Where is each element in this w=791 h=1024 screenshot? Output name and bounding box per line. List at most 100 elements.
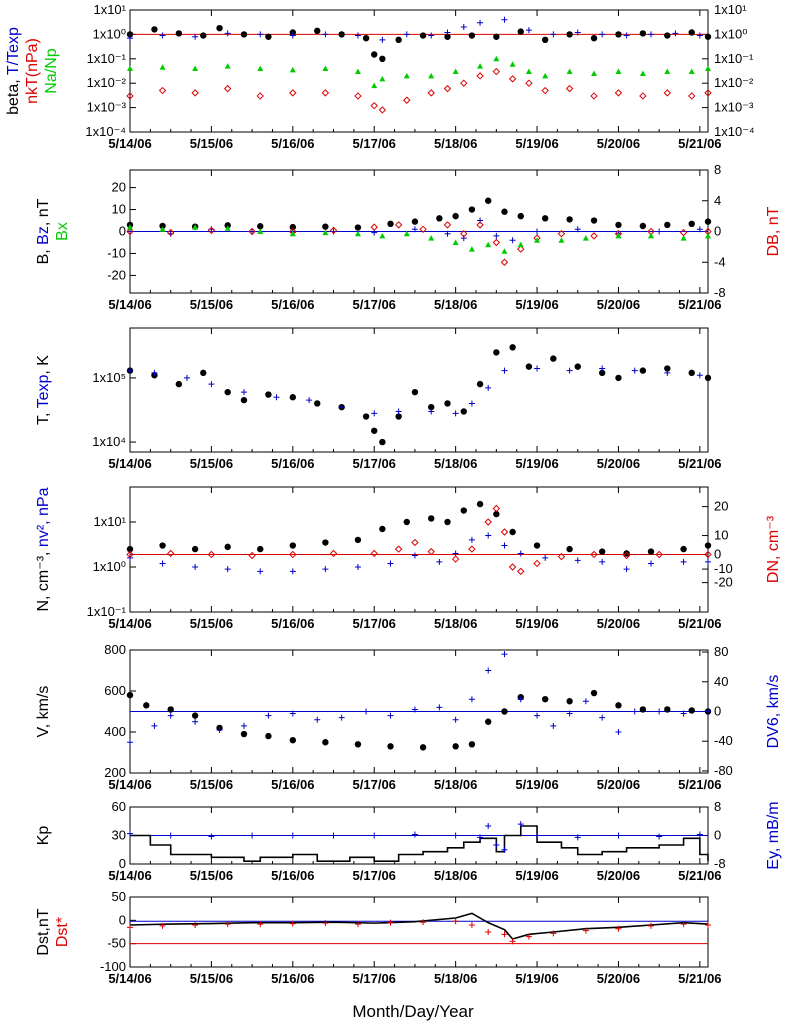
data-point: [557, 552, 566, 561]
data-point: [688, 707, 695, 714]
data-point: [411, 226, 418, 233]
data-point: [615, 232, 622, 239]
x-tick-label: 5/15/06: [190, 297, 233, 312]
data-point: [557, 229, 566, 238]
y-axis-label-part: nv², nPa: [35, 487, 52, 547]
x-tick-label: 5/20/06: [597, 136, 640, 151]
y-tick-label: 60: [112, 799, 126, 814]
data-point: [224, 921, 231, 928]
data-point: [427, 547, 435, 556]
data-point: [322, 566, 329, 573]
data-point: [509, 61, 516, 67]
data-point: [127, 830, 133, 837]
right-y-axis-label-part: DN, cm⁻³: [765, 515, 782, 583]
y-axis-label-part: Bz: [35, 226, 52, 245]
right-y-tick-label: 0: [714, 224, 721, 239]
right-y-tick-label: -20: [714, 575, 733, 590]
y-axis-label-part: beta,: [5, 75, 22, 115]
data-point: [517, 567, 525, 576]
data-point: [411, 552, 418, 559]
data-point: [175, 30, 183, 37]
data-point: [615, 31, 622, 38]
data-point: [354, 536, 362, 544]
data-point: [411, 706, 418, 713]
right-y-tick-label: 10: [714, 528, 728, 543]
x-tick-label: 5/17/06: [353, 456, 396, 471]
data-point: [387, 560, 394, 567]
data-point: [322, 920, 329, 927]
data-point: [558, 237, 565, 243]
y-axis-label-part: Dst*: [54, 917, 71, 947]
data-point: [127, 35, 133, 42]
x-tick-label: 5/19/06: [515, 616, 558, 631]
data-point: [443, 84, 452, 93]
panel-velocity: 5/14/06 5/15/06 5/16/06 5/17/06 5/18/06 5/19/…: [35, 642, 782, 792]
y-tick-label: 50: [112, 889, 126, 904]
y-tick-label: 200: [104, 765, 126, 780]
right-y-tick-label: -40: [714, 733, 733, 748]
x-tick-label: 5/18/06: [434, 456, 477, 471]
series-red: [126, 67, 712, 114]
data-point: [158, 86, 167, 95]
data-point: [224, 30, 231, 37]
data-point: [468, 741, 476, 748]
panel-field: 5/14/06 5/15/06 5/16/06 5/17/06 5/18/06 5/19/…: [35, 162, 782, 312]
data-point: [370, 549, 378, 558]
data-point: [656, 228, 663, 235]
data-point: [166, 549, 175, 558]
right-y-axis-label-part: DV6, km/s: [765, 675, 782, 749]
data-point: [704, 550, 712, 559]
data-point: [387, 743, 394, 750]
series-red: [126, 221, 712, 266]
data-point: [582, 927, 589, 934]
data-point: [192, 33, 199, 40]
data-point: [126, 227, 134, 236]
data-point: [501, 542, 508, 549]
data-point: [354, 32, 361, 39]
right-y-tick-label: 1x10⁻¹: [714, 51, 754, 66]
data-point: [534, 228, 541, 235]
data-point: [126, 31, 134, 38]
data-point: [704, 374, 712, 382]
data-point: [452, 743, 459, 750]
data-point: [354, 230, 361, 237]
x-tick-label: 5/18/06: [434, 297, 477, 312]
data-point: [639, 70, 646, 76]
data-point: [501, 708, 508, 715]
data-point: [257, 545, 264, 553]
x-tick-label: 5/16/06: [271, 456, 314, 471]
series-red: [127, 918, 711, 945]
data-point: [493, 232, 500, 239]
dst-line: [129, 912, 709, 940]
y-axis-label: N, cm⁻³, nv², nPa: [35, 487, 52, 611]
data-point: [542, 554, 549, 561]
data-point: [183, 374, 190, 381]
data-point: [534, 712, 541, 719]
data-point: [395, 36, 402, 44]
data-point: [240, 31, 248, 38]
data-point: [704, 33, 712, 40]
data-point: [192, 224, 199, 230]
data-point: [688, 29, 695, 36]
data-point: [541, 86, 549, 95]
right-y-tick-label: 1x10¹: [714, 2, 747, 17]
data-point: [314, 27, 321, 35]
data-point: [541, 215, 549, 222]
y-tick-label: 400: [104, 724, 126, 739]
data-point: [192, 65, 199, 72]
right-y-tick-label: -8: [714, 856, 726, 871]
data-point: [419, 32, 427, 39]
data-point: [354, 921, 361, 928]
data-point: [566, 31, 573, 38]
data-point: [615, 68, 622, 75]
data-point: [615, 702, 622, 709]
data-point: [371, 51, 378, 58]
data-point: [485, 823, 492, 829]
data-point: [321, 89, 330, 97]
right-y-tick-label: -8: [714, 285, 726, 300]
x-tick-label: 5/21/06: [678, 616, 721, 631]
data-point: [485, 241, 492, 248]
data-point: [501, 931, 508, 938]
data-point: [550, 31, 557, 38]
